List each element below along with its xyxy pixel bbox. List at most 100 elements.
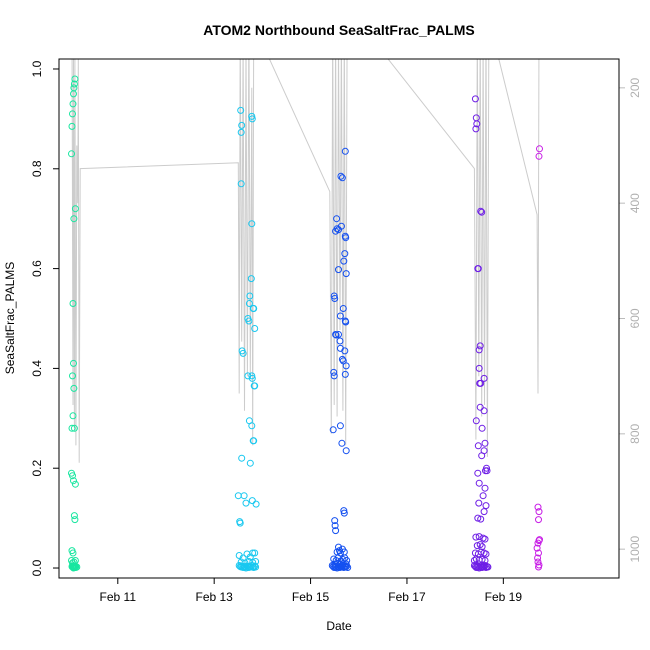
data-point <box>534 503 542 511</box>
data-point <box>234 492 242 500</box>
data-point <box>474 514 482 522</box>
data-point <box>477 379 485 387</box>
data-point <box>481 557 489 564</box>
data-point <box>70 359 77 367</box>
data-point <box>248 115 256 123</box>
x-tick-label: Feb 15 <box>292 590 330 604</box>
data-point <box>474 442 482 450</box>
data-point <box>481 439 489 447</box>
data-point <box>533 544 541 552</box>
data-point <box>472 125 480 133</box>
data-point <box>251 382 259 390</box>
data-point <box>475 499 483 507</box>
data-point <box>68 122 76 130</box>
data-point <box>333 215 341 223</box>
data-point <box>237 558 245 566</box>
data-point <box>237 106 245 114</box>
data-point <box>249 305 257 312</box>
data-point <box>481 484 489 492</box>
data-point <box>475 479 483 487</box>
y2-tick-label: 200 <box>628 78 642 98</box>
data-point <box>535 563 542 571</box>
data-point <box>248 374 256 382</box>
data-point <box>338 439 346 447</box>
data-point <box>341 250 349 258</box>
data-point <box>344 564 352 571</box>
y2-tick-label: 600 <box>628 308 642 328</box>
x-tick-label: Feb 11 <box>100 590 137 604</box>
data-point <box>333 225 341 233</box>
data-point <box>535 508 543 516</box>
data-point <box>70 477 77 485</box>
data-point <box>472 417 480 425</box>
data-point <box>241 559 249 567</box>
data-point <box>472 114 480 122</box>
data-point <box>250 437 258 445</box>
data-point <box>475 346 483 354</box>
data-point <box>245 317 253 325</box>
data-point <box>69 472 76 480</box>
data-point <box>251 549 259 557</box>
data-point <box>70 84 78 92</box>
data-point <box>70 384 78 392</box>
data-point <box>342 234 350 242</box>
data-point <box>246 459 254 467</box>
x-tick-label: Feb 17 <box>388 590 426 604</box>
data-point <box>330 292 338 300</box>
data-point <box>476 342 484 350</box>
data-point <box>473 120 481 128</box>
data-point <box>536 145 543 153</box>
data-point <box>342 318 350 326</box>
data-point <box>471 95 479 103</box>
data-point <box>341 147 349 155</box>
data-point <box>248 422 256 430</box>
y-tick-label: 0.0 <box>30 559 44 576</box>
data-point <box>69 110 76 118</box>
data-point <box>249 549 257 557</box>
data-point <box>239 349 247 357</box>
data-point <box>338 355 346 363</box>
data-point <box>252 500 260 508</box>
data-point <box>336 312 344 320</box>
data-point <box>70 80 78 88</box>
data-point <box>484 563 492 571</box>
data-point <box>69 412 77 420</box>
data-points-layer <box>68 75 543 572</box>
data-point <box>251 562 259 570</box>
y2-tick-label: 400 <box>628 193 642 213</box>
data-point <box>237 128 245 136</box>
data-point <box>480 407 488 415</box>
data-point <box>68 150 75 158</box>
data-point <box>248 372 256 380</box>
data-point <box>73 563 81 571</box>
data-point <box>332 527 340 535</box>
data-point <box>474 469 482 477</box>
data-point <box>340 257 348 265</box>
data-point <box>476 403 484 411</box>
data-point <box>477 207 485 215</box>
data-point <box>245 558 253 565</box>
data-point <box>480 508 488 516</box>
data-point <box>70 215 78 223</box>
data-point <box>341 347 349 355</box>
data-point <box>534 554 542 562</box>
chart-title: ATOM2 Northbound SeaSaltFrac_PALMS <box>203 22 474 38</box>
data-point <box>248 220 256 228</box>
data-point <box>475 533 483 541</box>
data-point <box>335 266 342 274</box>
data-point <box>68 424 76 432</box>
data-point <box>482 502 490 510</box>
data-point <box>70 424 78 432</box>
data-point <box>71 75 79 83</box>
data-point <box>336 337 344 345</box>
data-point <box>238 454 246 462</box>
data-point <box>475 364 483 372</box>
data-point <box>342 362 350 370</box>
plot-frame <box>58 58 620 579</box>
data-point <box>478 556 486 563</box>
data-point <box>238 121 246 129</box>
pressure-trace-line <box>71 59 540 463</box>
data-point <box>236 519 244 527</box>
data-point <box>245 300 253 307</box>
